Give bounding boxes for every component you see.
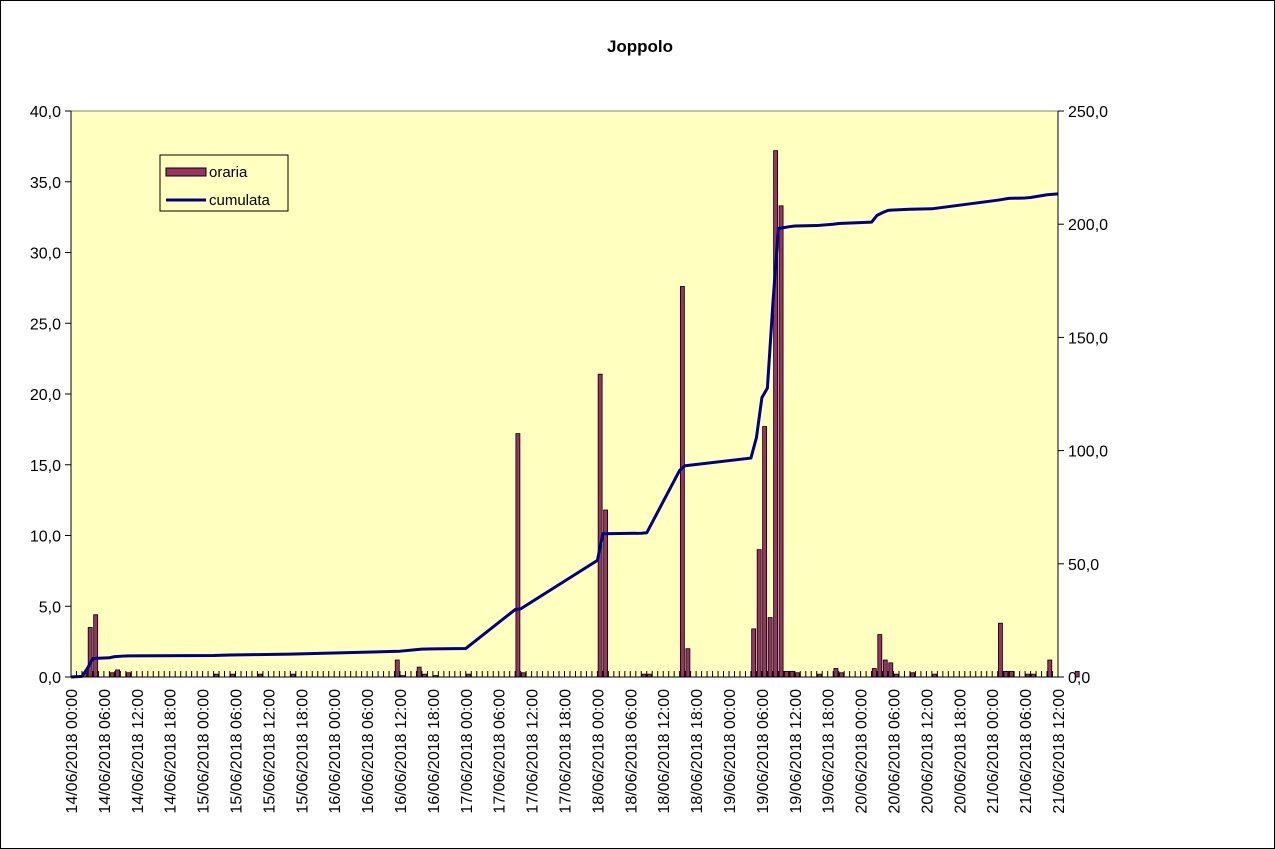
- oraria-bar: [1047, 659, 1053, 678]
- left-y-tick-label: 35,0: [30, 175, 61, 192]
- oraria-bar: [871, 668, 877, 678]
- oraria-bar: [910, 672, 916, 678]
- cumulata-line: [70, 192, 1059, 679]
- x-tick-label: 15/06/2018 00:00: [196, 689, 213, 814]
- x-tick-label: 17/06/2018 18:00: [558, 689, 575, 814]
- x-tick-label: 17/06/2018 06:00: [492, 689, 509, 814]
- legend-oraria-swatch: [165, 167, 207, 177]
- left-y-tick-label: 25,0: [30, 316, 61, 333]
- x-tick-label: 14/06/2018 12:00: [130, 689, 147, 814]
- legend: oraria cumulata: [159, 154, 289, 212]
- oraria-bar: [998, 622, 1003, 678]
- oraria-bar: [126, 672, 131, 678]
- x-tick-label: 19/06/2018 18:00: [821, 689, 838, 814]
- oraria-bar: [685, 648, 691, 678]
- x-tick-label: 18/06/2018 00:00: [590, 689, 607, 814]
- oraria-bar: [597, 373, 603, 678]
- oraria-bar: [877, 634, 883, 678]
- oraria-bar: [1008, 670, 1014, 678]
- oraria-bar: [394, 659, 400, 678]
- x-tick-label: 15/06/2018 12:00: [261, 689, 278, 814]
- x-tick-label: 20/06/2018 00:00: [854, 689, 871, 814]
- right-y-tick-label: 0,0: [1068, 670, 1090, 687]
- left-y-tick-label: 0,0: [39, 670, 61, 687]
- x-tick-label: 14/06/2018 00:00: [64, 689, 81, 814]
- right-y-tick-label: 200,0: [1068, 217, 1108, 234]
- oraria-bar: [767, 617, 773, 678]
- left-y-tick-label: 30,0: [30, 246, 61, 263]
- oraria-bar: [87, 627, 93, 678]
- x-tick-label: 15/06/2018 06:00: [229, 689, 246, 814]
- oraria-bar: [795, 672, 800, 678]
- x-tick-label: 17/06/2018 00:00: [459, 689, 476, 814]
- oraria-bar: [1003, 670, 1009, 678]
- left-y-tick-label: 10,0: [30, 529, 61, 546]
- x-tick-label: 21/06/2018 00:00: [985, 689, 1002, 814]
- oraria-bar: [762, 426, 768, 678]
- legend-oraria-label: oraria: [209, 164, 248, 181]
- oraria-bar: [93, 614, 99, 678]
- oraria-bar: [416, 666, 422, 678]
- oraria-bar: [833, 668, 839, 678]
- oraria-bar: [789, 670, 795, 678]
- x-tick-label: 16/06/2018 06:00: [360, 689, 377, 814]
- right-y-tick-label: 250,0: [1068, 104, 1108, 121]
- x-tick-label: 17/06/2018 12:00: [525, 689, 542, 814]
- legend-cumulata-label: cumulata: [209, 192, 271, 209]
- legend-box: [159, 154, 289, 212]
- x-tick-label: 19/06/2018 12:00: [788, 689, 805, 814]
- right-y-tick-label: 50,0: [1068, 557, 1099, 574]
- left-y-tick-label: 5,0: [39, 599, 61, 616]
- oraria-bar: [109, 672, 115, 678]
- right-y-tick-label: 100,0: [1068, 444, 1108, 461]
- x-tick-label: 14/06/2018 06:00: [97, 689, 114, 814]
- oraria-bar: [778, 205, 784, 678]
- x-tick-labels: 14/06/2018 00:00 14/06/2018 06:00 14/06/20…: [64, 689, 1068, 814]
- right-y-tick-label: 150,0: [1068, 330, 1108, 347]
- oraria-bar: [679, 286, 685, 678]
- x-tick-label: 21/06/2018 12:00: [1051, 689, 1068, 814]
- chart-title: Joppolo: [607, 37, 673, 56]
- x-tick-label: 18/06/2018 06:00: [623, 689, 640, 814]
- oraria-bar: [756, 549, 762, 678]
- x-tick-label: 19/06/2018 06:00: [755, 689, 772, 814]
- left-y-tick-label: 20,0: [30, 387, 61, 404]
- oraria-bar: [1074, 670, 1080, 678]
- oraria-bar: [888, 662, 894, 678]
- x-tick-label: 18/06/2018 18:00: [689, 689, 706, 814]
- x-tick-label: 18/06/2018 12:00: [656, 689, 673, 814]
- x-tick-label: 20/06/2018 06:00: [887, 689, 904, 814]
- left-y-tick-label: 15,0: [30, 458, 61, 475]
- left-y-ticks: 0,0 5,0 10,0 15,0 20,0 25,0 30,0 35,0 40,0: [30, 104, 71, 687]
- oraria-bar: [115, 669, 121, 678]
- x-tick-label: 14/06/2018 18:00: [163, 689, 180, 814]
- x-tick-label: 20/06/2018 12:00: [919, 689, 936, 814]
- oraria-bar: [751, 628, 757, 678]
- oraria-bar: [520, 672, 526, 678]
- oraria-bar: [882, 659, 888, 678]
- x-tick-label: 20/06/2018 18:00: [952, 689, 969, 814]
- right-y-ticks: 0,0 50,0 100,0 150,0 200,0 250,0: [1058, 104, 1108, 687]
- x-tick-label: 21/06/2018 06:00: [1018, 689, 1035, 814]
- left-y-tick-label: 40,0: [30, 104, 61, 121]
- oraria-bar: [515, 433, 521, 678]
- oraria-bar: [784, 670, 789, 678]
- x-tick-label: 15/06/2018 18:00: [294, 689, 311, 814]
- x-tick-label: 16/06/2018 18:00: [426, 689, 443, 814]
- x-minor-ticks: [70, 671, 1059, 677]
- x-tick-label: 19/06/2018 00:00: [722, 689, 739, 814]
- x-tick-label: 16/06/2018 12:00: [393, 689, 410, 814]
- x-tick-label: 16/06/2018 00:00: [327, 689, 344, 814]
- oraria-bar: [839, 672, 844, 678]
